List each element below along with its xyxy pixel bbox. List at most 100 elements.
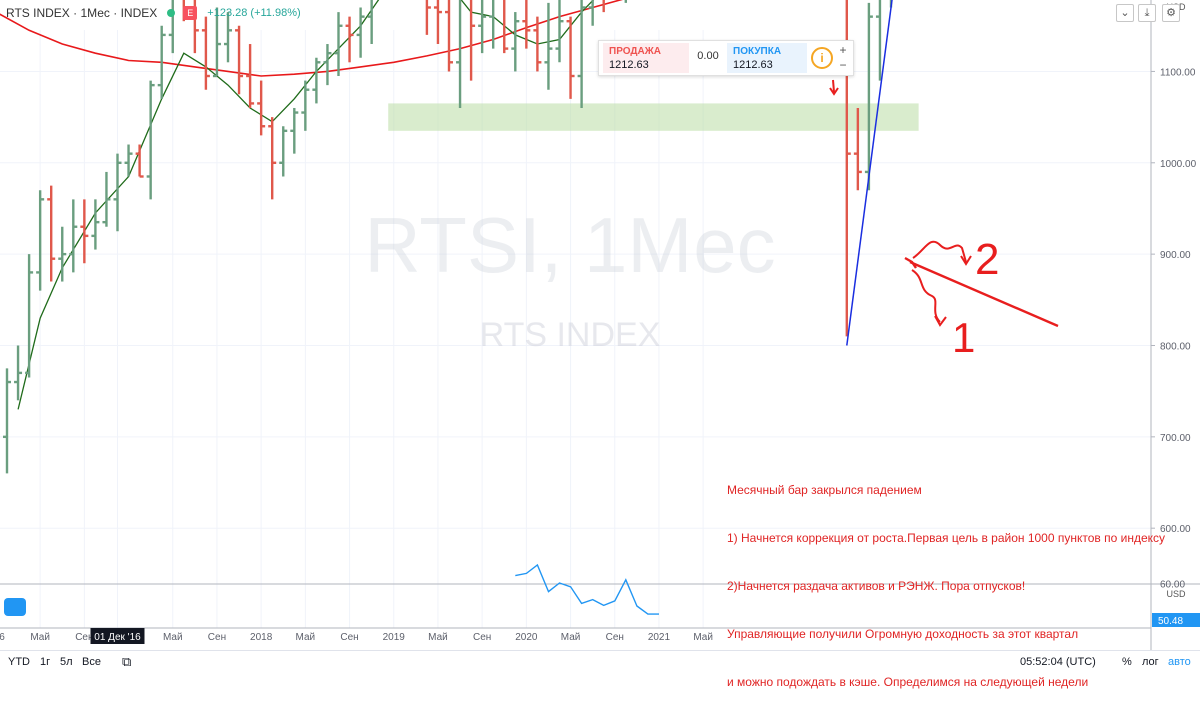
annotation-line: и можно подождать в кэше. Определимся на… [727, 675, 1089, 689]
ohlc-bar [555, 0, 564, 63]
x-tick-label: 2018 [250, 632, 273, 643]
ohlc-bar [478, 0, 487, 54]
minus-icon[interactable]: − [839, 58, 847, 72]
ohlc-bar [511, 12, 520, 72]
period-1y[interactable]: 1г [40, 656, 51, 668]
buy-price: 1212.63 [733, 59, 773, 71]
date-range-icon[interactable]: ⧉ [122, 654, 132, 669]
ohlc-bar [279, 126, 288, 177]
collapse-icon[interactable]: ⌄ [1116, 4, 1134, 22]
watermark-title: RTSI, 1Мес [364, 201, 775, 289]
market-status-icon [167, 9, 176, 17]
annotation-line: Месячный бар закрылся падением [727, 483, 922, 497]
ohlc-bar [69, 199, 78, 273]
ohlc-bar [845, 0, 851, 337]
scenario-label-2: 2 [975, 235, 999, 284]
spread-value: 0.00 [697, 50, 719, 62]
x-tick-label: 01 Дек '16 [94, 632, 141, 643]
trade-panel: ПРОДАЖА 1212.63 0.00 ПОКУПКА 1212.63 i +… [598, 40, 854, 76]
ohlc-bar [3, 368, 11, 474]
ohlc-bar [544, 2, 553, 90]
ohlc-bar [124, 144, 133, 177]
ohlc-bar [201, 16, 210, 90]
buy-button[interactable]: ПОКУПКА 1212.63 [727, 43, 807, 73]
plus-icon[interactable]: + [839, 43, 847, 57]
x-tick-label: Сен [75, 632, 93, 643]
ohlc-bar [246, 44, 255, 108]
x-tick-label: Май [163, 632, 183, 643]
price-axis-bg [1151, 0, 1200, 650]
ohlc-bar [489, 0, 495, 49]
clock-time[interactable]: 05:52:04 (UTC) [1020, 656, 1096, 668]
x-tick-label: Сен [340, 632, 358, 643]
ohlc-bar [367, 0, 373, 45]
y-tick-label: 700.00 [1160, 433, 1191, 444]
x-tick-label: Май [561, 632, 581, 643]
ohlc-bar [323, 44, 332, 86]
sell-price: 1212.63 [609, 59, 649, 71]
watermark-subtitle: RTS INDEX [480, 316, 661, 354]
x-tick-label: 6 [0, 632, 5, 643]
y-tick-label: 1100.00 [1160, 67, 1196, 78]
ohlc-bar [290, 107, 299, 154]
log-toggle[interactable]: лог [1142, 656, 1159, 668]
ohlc-bar [334, 12, 343, 77]
support-zones [388, 103, 919, 131]
settings-gear-icon[interactable]: ⚙ [1162, 4, 1180, 22]
sell-button[interactable]: ПРОДАЖА 1212.63 [603, 43, 689, 73]
marker-squiggle-1 [911, 269, 941, 323]
period-all[interactable]: Все [82, 656, 101, 668]
x-tick-label: Сен [473, 632, 491, 643]
time-axis: 6 Май Сен 01 Дек '16 Май Сен 2018 Май Сен 2019 Май… [0, 627, 1151, 644]
ohlc-bar [157, 25, 166, 99]
ohlc-bar [864, 2, 873, 191]
price-chart[interactable]: RTSI, 1Мес RTS INDEX 12 USD 600.00 700.00 8… [0, 0, 1200, 674]
ohlc-bar [113, 153, 122, 232]
x-tick-label: 2019 [383, 632, 406, 643]
ohlc-bar [356, 7, 365, 58]
y-tick-label: 800.00 [1160, 341, 1191, 352]
ohlc-bar [577, 0, 586, 108]
exchange-badge[interactable]: E [183, 6, 198, 20]
x-tick-label: 2020 [515, 632, 538, 643]
annotation-line: 2)Начнется раздача активов и РЭНЖ. Пора … [727, 579, 1026, 593]
ohlc-bar [533, 16, 542, 72]
ohlc-bar [257, 80, 266, 136]
ohlc-bar [102, 171, 111, 227]
ohlc-bar [522, 0, 531, 49]
download-icon[interactable]: ⤓ [1138, 4, 1156, 22]
x-tick-label: Май [428, 632, 448, 643]
annotation-line: 1) Начнется коррекция от роста.Первая це… [727, 531, 1166, 545]
marker-squiggle-2-head [960, 255, 972, 266]
ohlc-bar [14, 345, 23, 401]
x-tick-label: 2021 [648, 632, 671, 643]
tradingview-logo-icon[interactable] [4, 598, 26, 616]
ohlc-bar [135, 144, 144, 178]
period-5y[interactable]: 5л [60, 656, 73, 668]
ohlc-bar [345, 16, 354, 63]
annotation-line: Управляющие получили Огромную доходность… [727, 627, 1079, 641]
x-tick-label: Сен [208, 632, 226, 643]
y-tick-label: 1000.00 [1160, 159, 1197, 170]
ohlc-bar [445, 0, 453, 72]
symbol-title: RTS INDEX · 1Мес · INDEX [6, 6, 158, 20]
auto-toggle[interactable]: авто [1168, 656, 1191, 668]
ohlc-bar [235, 25, 244, 95]
indicator-currency: USD [1166, 589, 1186, 599]
ohlc-bar [566, 16, 575, 99]
ohlc-bar [503, 0, 509, 54]
percent-toggle[interactable]: % [1122, 656, 1132, 668]
ohlc-bar [91, 199, 100, 250]
x-tick-label: Сен [606, 632, 624, 643]
ohlc-bar [224, 12, 232, 63]
ohlc-bar [433, 0, 442, 45]
price-axis: USD 600.00 700.00 800.00 900.00 1000.00 1100.0… [1150, 0, 1200, 650]
info-icon[interactable]: i [811, 47, 833, 69]
support-zone [388, 103, 919, 131]
period-ytd[interactable]: YTD [8, 656, 30, 668]
indicator-last-label: 50.48 [1158, 616, 1183, 627]
price-bars [3, 0, 893, 474]
x-tick-label: Май [296, 632, 316, 643]
hand-drawings: 12 [829, 79, 1059, 361]
x-crosshair-bg [90, 628, 145, 644]
